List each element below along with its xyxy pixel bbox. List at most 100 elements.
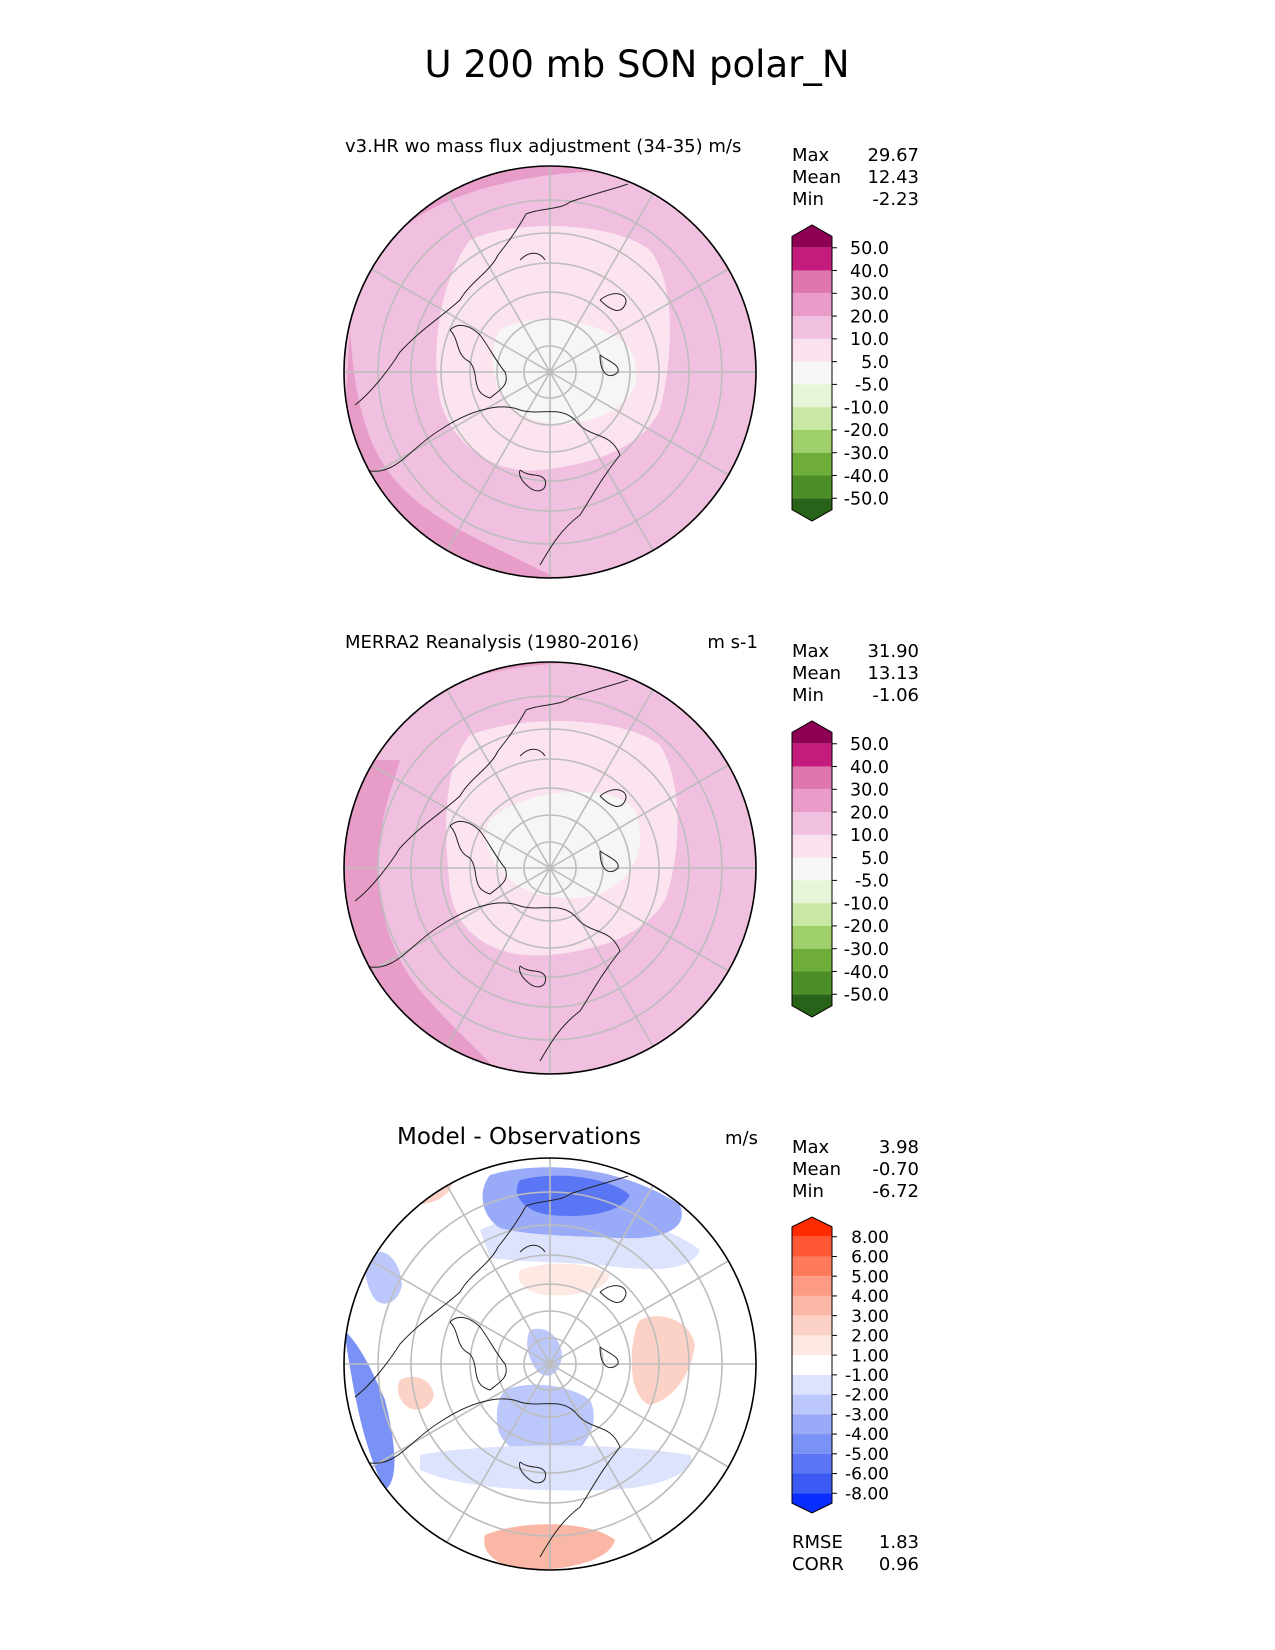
colorbar-tick-label: -1.00 xyxy=(845,1366,889,1386)
colorbar-segment xyxy=(792,971,832,995)
colorbar-tick-label: 50.0 xyxy=(850,239,889,259)
colorbar-tick-label: 30.0 xyxy=(850,285,889,305)
colorbar-tick-label: -20.0 xyxy=(844,421,889,441)
colorbar-tick-label: 5.00 xyxy=(851,1267,889,1287)
colorbar-segment xyxy=(792,316,832,339)
colorbar-segment xyxy=(792,834,832,858)
colorbar-tick-label: 40.0 xyxy=(850,262,889,282)
colorbar-tick-label: 6.00 xyxy=(851,1248,889,1268)
panel-diff-graticule xyxy=(344,1158,756,1570)
colorbar-segment xyxy=(792,743,832,767)
colorbar-tick-label: -50.0 xyxy=(844,986,889,1006)
panel-obs-boundary xyxy=(343,661,757,1075)
colorbar-segment xyxy=(792,1453,832,1474)
colorbar-tick-label: -5.00 xyxy=(845,1445,889,1465)
colorbar-segment xyxy=(792,925,832,949)
colorbar-tick-label: -8.00 xyxy=(845,1484,889,1504)
colorbar-segment xyxy=(792,903,832,926)
colorbar-segment xyxy=(792,1374,832,1395)
colorbar-tick-label: -2.00 xyxy=(845,1386,889,1406)
zone-pos-east xyxy=(631,1316,695,1405)
colorbar-segment xyxy=(792,270,832,294)
colorbar-segment xyxy=(792,429,832,453)
colorbar-segment xyxy=(792,452,832,476)
panel-obs-units: m s-1 xyxy=(707,632,758,653)
stat-label-min: Min xyxy=(792,189,824,210)
colorbar-segment xyxy=(792,384,832,408)
panel-obs-title: MERRA2 Reanalysis (1980-2016) xyxy=(345,632,639,653)
colorbar-segment xyxy=(792,1493,832,1513)
colorbar-segment xyxy=(792,1295,832,1316)
stat-value-corr: 0.96 xyxy=(879,1554,919,1575)
stat-value-mean: 12.43 xyxy=(867,167,919,188)
stat-value-mean: 13.13 xyxy=(867,663,919,684)
colorbar-segment xyxy=(792,857,832,881)
colorbar-segment xyxy=(792,225,832,248)
colorbar-tick-label: -4.00 xyxy=(845,1425,889,1445)
colorbar-segment xyxy=(792,789,832,813)
stat-value-mean: -0.70 xyxy=(872,1159,919,1180)
stat-label-mean: Mean xyxy=(792,1159,841,1180)
zone-neg-west-small xyxy=(365,1251,402,1304)
panel-model-boundary xyxy=(343,165,757,579)
colorbar-tick-label: 10.0 xyxy=(850,826,889,846)
stat-value-max: 31.90 xyxy=(867,641,919,662)
stat-label-max: Max xyxy=(792,145,830,166)
colorbar-outline xyxy=(791,720,833,1018)
colorbar-tick-label: -50.0 xyxy=(844,490,889,510)
panel-obs-stats: Max 31.90 Mean 13.13 Min -1.06 xyxy=(792,641,919,706)
stat-label-min: Min xyxy=(792,685,824,706)
panel-diff-extra-stats: RMSE 1.83 CORR 0.96 xyxy=(792,1532,919,1575)
colorbar-segment xyxy=(792,1394,832,1415)
colorbar-segment xyxy=(792,1335,832,1356)
colorbar-segment xyxy=(792,1434,832,1454)
panel-diff-colorbar: 8.006.005.004.003.002.001.00-1.00-2.00-3… xyxy=(791,1216,889,1514)
colorbar-tick-label: 5.0 xyxy=(861,849,889,869)
zone-neg-north-core xyxy=(516,1175,630,1216)
panel-model-stats: Max 29.67 Mean 12.43 Min -2.23 xyxy=(792,145,919,210)
colorbar-segment xyxy=(792,498,832,521)
colorbar-segment xyxy=(792,994,832,1017)
panel-diff-boundary xyxy=(343,1157,757,1571)
colorbar-tick-label: -5.0 xyxy=(855,376,889,396)
colorbar-segment xyxy=(792,1473,832,1494)
colorbar-tick-label: -6.00 xyxy=(845,1465,889,1485)
colorbar-tick-label: -30.0 xyxy=(844,444,889,464)
colorbar-segment xyxy=(792,338,832,362)
colorbar-segment xyxy=(792,361,832,385)
panel-model-coastlines xyxy=(354,183,629,566)
colorbar-outline xyxy=(791,1216,833,1514)
stat-value-rmse: 1.83 xyxy=(879,1532,919,1553)
colorbar-tick-label: 2.00 xyxy=(851,1327,889,1347)
colorbar-segment xyxy=(792,948,832,972)
stat-value-min: -6.72 xyxy=(872,1181,919,1202)
panel-obs: MERRA2 Reanalysis (1980-2016) m s-1 xyxy=(343,632,919,1075)
stat-label-corr: CORR xyxy=(792,1554,844,1575)
stat-value-max: 29.67 xyxy=(867,145,919,166)
colorbar-tick-label: 40.0 xyxy=(850,758,889,778)
panel-diff-coastlines xyxy=(354,1175,629,1558)
stat-label-rmse: RMSE xyxy=(792,1532,843,1553)
colorbar-outline xyxy=(791,224,833,522)
colorbar-segment xyxy=(792,880,832,904)
colorbar-tick-label: 10.0 xyxy=(850,330,889,350)
colorbar-tick-label: -10.0 xyxy=(844,398,889,418)
colorbar-tick-label: -5.0 xyxy=(855,872,889,892)
stat-label-max: Max xyxy=(792,1137,830,1158)
colorbar-segment xyxy=(792,475,832,499)
figure-title: U 200 mb SON polar_N xyxy=(424,43,849,86)
panel-diff-stats: Max 3.98 Mean -0.70 Min -6.72 xyxy=(792,1137,919,1202)
colorbar-tick-label: -30.0 xyxy=(844,940,889,960)
colorbar-tick-label: 20.0 xyxy=(850,307,889,327)
colorbar-segment xyxy=(792,1355,832,1375)
stat-value-min: -2.23 xyxy=(872,189,919,210)
colorbar-segment xyxy=(792,1414,832,1435)
stat-label-min: Min xyxy=(792,1181,824,1202)
stat-label-max: Max xyxy=(792,641,830,662)
colorbar-segment xyxy=(792,812,832,835)
panel-model-colorbar: 50.0 40.0 30.020.0 10.0 5.0 -5.0-10.0 -20.0 -30… xyxy=(791,224,889,522)
colorbar-tick-label: 4.00 xyxy=(851,1287,889,1307)
zone-neg-south-outer xyxy=(420,1445,692,1491)
colorbar-segment xyxy=(792,293,832,317)
